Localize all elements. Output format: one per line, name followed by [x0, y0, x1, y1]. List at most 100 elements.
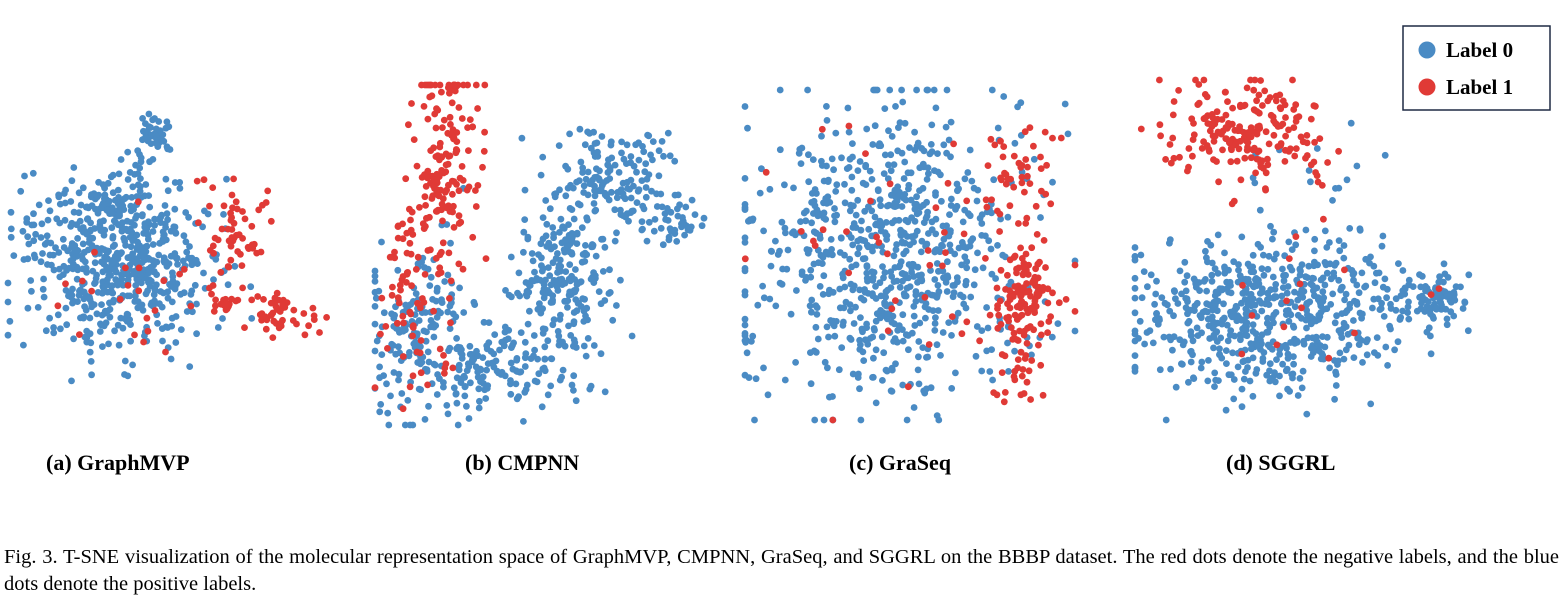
point-label-1 [1292, 145, 1300, 153]
point-label-0 [683, 222, 690, 230]
point-label-0 [849, 153, 856, 161]
point-label-0 [485, 319, 493, 326]
point-label-0 [940, 141, 948, 149]
point-label-1 [818, 125, 826, 133]
point-label-0 [856, 158, 864, 165]
point-label-0 [798, 268, 806, 276]
point-label-0 [25, 240, 33, 248]
point-label-0 [507, 359, 515, 367]
point-label-0 [1282, 367, 1290, 375]
point-label-0 [111, 241, 118, 249]
point-label-1 [449, 190, 456, 198]
point-label-1 [1017, 163, 1025, 171]
point-label-0 [104, 307, 112, 315]
point-label-1 [1239, 281, 1246, 289]
point-label-0 [1342, 323, 1350, 330]
point-label-0 [155, 118, 163, 125]
point-label-1 [384, 345, 391, 352]
point-label-0 [4, 298, 12, 306]
point-label-0 [906, 144, 913, 152]
point-label-0 [1358, 269, 1366, 277]
point-label-0 [935, 267, 942, 275]
point-label-0 [978, 220, 986, 227]
point-label-0 [502, 287, 509, 294]
point-label-1 [963, 318, 971, 326]
point-label-0 [924, 164, 932, 172]
point-label-0 [1192, 280, 1200, 288]
point-label-0 [808, 219, 815, 227]
point-label-1 [1023, 214, 1031, 222]
point-label-0 [1269, 235, 1276, 243]
point-label-1 [1290, 124, 1298, 131]
point-label-1 [1041, 128, 1049, 136]
point-label-1 [1032, 202, 1040, 210]
point-label-0 [882, 366, 890, 374]
point-label-1 [941, 229, 948, 236]
point-label-0 [926, 150, 934, 158]
point-label-0 [881, 229, 889, 237]
point-label-0 [422, 337, 430, 345]
point-label-0 [877, 314, 884, 322]
point-label-0 [985, 237, 993, 245]
point-label-0 [110, 296, 118, 304]
point-label-0 [741, 321, 749, 329]
point-label-0 [915, 380, 923, 388]
point-label-0 [645, 171, 653, 179]
point-label-0 [1337, 329, 1345, 337]
point-label-0 [39, 285, 47, 293]
point-label-0 [524, 320, 532, 328]
point-label-0 [505, 291, 513, 299]
point-label-0 [861, 207, 869, 215]
point-label-0 [1184, 319, 1192, 327]
point-label-1 [88, 287, 95, 295]
point-label-0 [1246, 377, 1254, 385]
point-label-1 [1166, 141, 1174, 148]
point-label-0 [1377, 305, 1385, 312]
point-label-0 [1307, 178, 1314, 186]
point-label-0 [802, 217, 810, 225]
point-label-1 [1137, 125, 1145, 133]
point-label-0 [1227, 327, 1235, 334]
point-label-0 [1321, 227, 1329, 235]
point-label-0 [28, 287, 35, 295]
point-label-0 [599, 268, 607, 275]
point-label-0 [62, 304, 70, 312]
point-label-0 [1423, 328, 1431, 336]
point-label-1 [1037, 331, 1045, 339]
point-label-1 [1243, 137, 1251, 145]
point-label-0 [776, 146, 784, 154]
point-label-0 [881, 269, 889, 276]
point-label-0 [566, 261, 574, 268]
point-label-0 [521, 338, 529, 346]
point-label-0 [1335, 276, 1343, 284]
point-label-0 [1184, 310, 1191, 318]
point-label-0 [948, 195, 955, 203]
point-label-1 [438, 168, 446, 176]
point-label-0 [812, 323, 820, 331]
point-label-0 [945, 319, 953, 326]
point-label-0 [1183, 272, 1191, 280]
point-label-1 [1040, 237, 1048, 244]
point-label-1 [1156, 121, 1164, 129]
point-label-1 [1253, 97, 1260, 105]
point-label-0 [595, 175, 603, 183]
point-label-1 [449, 208, 456, 216]
point-label-0 [778, 218, 786, 226]
point-label-1 [309, 304, 317, 312]
point-label-0 [1282, 271, 1289, 279]
point-label-1 [1289, 76, 1296, 84]
point-label-1 [211, 234, 219, 242]
point-label-0 [191, 281, 199, 289]
point-label-0 [1208, 259, 1216, 267]
point-label-0 [797, 218, 804, 226]
point-label-0 [83, 268, 90, 276]
point-label-0 [530, 352, 537, 360]
point-label-0 [1358, 314, 1365, 322]
point-label-1 [1238, 350, 1246, 358]
point-label-0 [573, 307, 581, 315]
point-label-0 [537, 309, 545, 317]
point-label-0 [1296, 290, 1303, 298]
point-label-0 [521, 388, 529, 396]
point-label-0 [587, 144, 595, 152]
point-label-0 [27, 277, 35, 284]
